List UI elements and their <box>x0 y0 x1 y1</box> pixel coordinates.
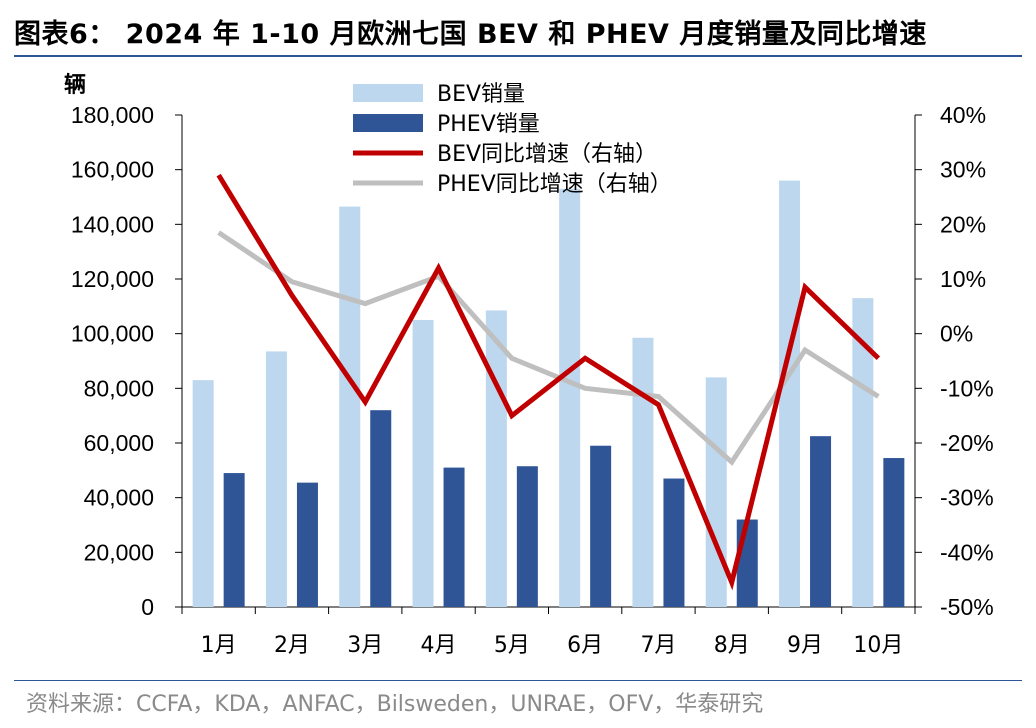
x-tick-label: 6月 <box>567 633 603 658</box>
y-left-tick-label: 140,000 <box>71 211 154 237</box>
chart-legend: BEV销量 PHEV销量 BEV同比增速（右轴） PHEV同比增速（右轴） <box>353 82 672 197</box>
phev-sales-bar <box>296 482 318 607</box>
bev-sales-bar <box>339 206 361 608</box>
bev-sales-bar <box>779 180 801 607</box>
phev-sales-bar <box>590 445 612 607</box>
bev-sales-bar <box>705 377 727 607</box>
y-right-tick-label: 10% <box>940 266 986 292</box>
phev-sales-bar <box>223 473 245 607</box>
y-right-tick-label: -10% <box>940 375 994 401</box>
legend-label: PHEV同比增速（右轴） <box>437 172 672 197</box>
y-left-tick-label: 120,000 <box>71 266 154 292</box>
bev-sales-bar <box>485 310 507 607</box>
bev-sales-bar <box>265 351 287 607</box>
phev-sales-bar <box>370 410 392 607</box>
source-note: 资料来源：CCFA，KDA，ANFAC，Bilsweden，UNRAE，OFV，… <box>26 692 764 717</box>
chart-lines <box>216 173 881 591</box>
phev-sales-bar <box>443 467 465 607</box>
y-left-tick-label: 20,000 <box>84 539 154 565</box>
y-right-tick-label: -40% <box>940 539 994 565</box>
y-right-tick-label: -30% <box>940 485 994 511</box>
x-tick-label: 9月 <box>787 633 823 658</box>
bev-sales-bar <box>192 380 214 607</box>
y-left-tick-label: 40,000 <box>84 485 154 511</box>
y-right-tick-label: 20% <box>940 211 986 237</box>
phev-sales-bar <box>883 458 905 607</box>
phev-sales-bar <box>663 478 685 607</box>
legend-label: PHEV销量 <box>437 112 540 137</box>
phev-sales-bar <box>736 519 758 607</box>
bev-yoy-line <box>216 173 881 591</box>
legend-label: BEV同比增速（右轴） <box>437 142 657 167</box>
legend-swatch-phev-sales <box>353 114 423 132</box>
y-right-tick-label: 30% <box>940 157 986 183</box>
x-tick-label: 10月 <box>853 633 903 658</box>
bev-sales-bar <box>852 298 874 607</box>
bev-sales-bar <box>632 337 654 607</box>
y-left-tick-label: 180,000 <box>71 102 154 128</box>
x-tick-label: 7月 <box>640 633 676 658</box>
x-tick-label: 4月 <box>421 633 457 658</box>
x-tick-label: 8月 <box>714 633 750 658</box>
footer-rule <box>14 680 1022 681</box>
phev-yoy-line <box>217 230 880 466</box>
phev-sales-bar <box>516 466 538 607</box>
x-tick-label: 3月 <box>347 633 383 658</box>
y-right-tick-label: -50% <box>940 594 994 620</box>
legend-label: BEV销量 <box>437 82 525 107</box>
legend-swatch-bev-sales <box>353 84 423 102</box>
y-left-tick-label: 0 <box>141 594 154 620</box>
bev-sales-bar <box>412 320 434 607</box>
y-left-tick-label: 100,000 <box>71 321 154 347</box>
chart-title: 图表6： 2024 年 1-10 月欧洲七国 BEV 和 PHEV 月度销量及同… <box>14 19 927 50</box>
phev-sales-bar <box>810 436 832 607</box>
y-right-tick-label: -20% <box>940 430 994 456</box>
y-left-tick-label: 60,000 <box>84 430 154 456</box>
y-right-tick-label: 0% <box>940 321 973 347</box>
chart-tick-labels: 0 20,000 40,000 60,000 80,000 100,000 120,000 1… <box>71 102 994 658</box>
y-left-tick-label: 80,000 <box>84 375 154 401</box>
x-tick-label: 1月 <box>201 633 237 658</box>
x-tick-label: 5月 <box>494 633 530 658</box>
y-left-tick-label: 160,000 <box>71 157 154 183</box>
y-left-unit: 辆 <box>64 72 86 98</box>
bev-sales-bar <box>559 188 581 608</box>
chart-bars <box>192 180 905 608</box>
x-tick-label: 2月 <box>274 633 310 658</box>
title-rule <box>14 55 1022 57</box>
y-right-tick-label: 40% <box>940 102 986 128</box>
